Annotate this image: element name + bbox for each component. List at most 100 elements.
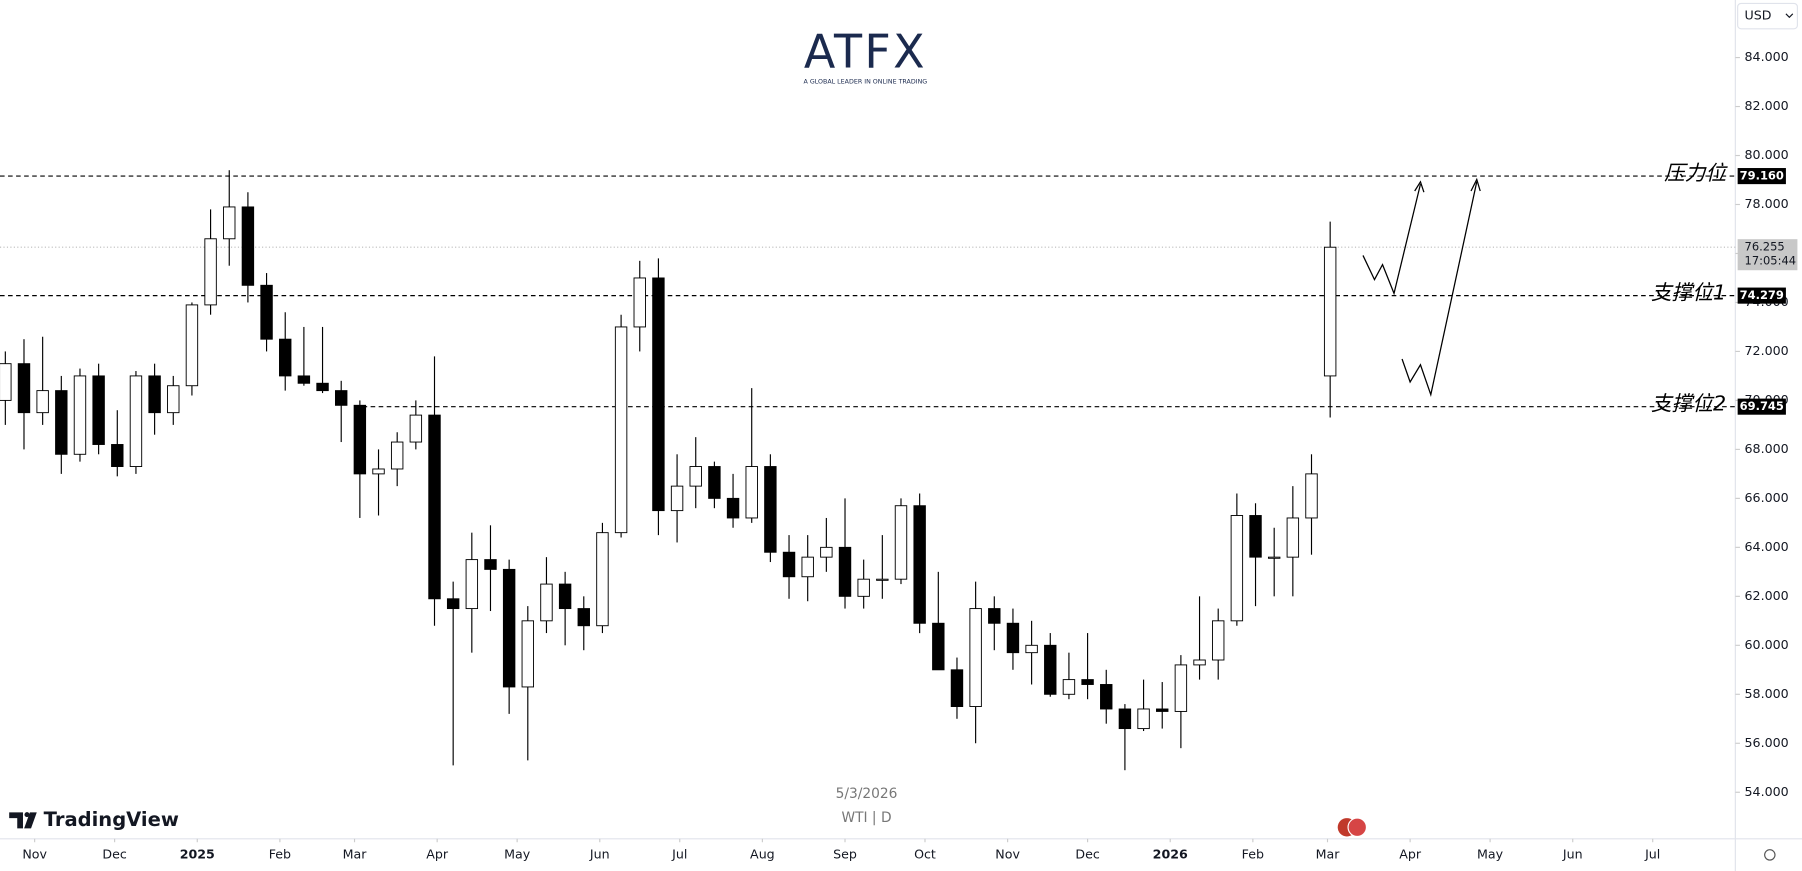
candle-body <box>801 556 814 578</box>
arrow-head <box>1414 180 1425 193</box>
y-tick-label: 68.000 <box>1745 441 1789 456</box>
level-price-box <box>1737 287 1786 304</box>
currency-box[interactable] <box>1737 2 1798 30</box>
currency[interactable]: USD <box>1745 8 1772 23</box>
level-price: 74.279 <box>1740 288 1784 302</box>
currency-select[interactable]: USD <box>1737 2 1798 30</box>
candle-body <box>932 622 945 671</box>
candle-body <box>820 546 833 558</box>
settings-icon[interactable] <box>1764 849 1776 861</box>
last-price: 76.255 <box>1745 240 1785 254</box>
candle-body <box>502 568 516 688</box>
x-tick-label: Apr <box>426 846 449 861</box>
candle-body <box>708 466 721 499</box>
y-tick-label: 84.000 <box>1745 49 1789 64</box>
candle-body <box>540 583 553 622</box>
x-tick-label: Dec <box>1075 846 1099 861</box>
y-tick-label: 66.000 <box>1745 490 1789 505</box>
candle-body <box>1230 515 1244 622</box>
candle-body <box>297 375 311 384</box>
x-tick-label: Feb <box>1242 846 1264 861</box>
candle-body <box>446 598 460 610</box>
flag-icon <box>1337 817 1368 838</box>
y-tick-label: 58.000 <box>1745 686 1789 701</box>
candle-body <box>55 390 68 455</box>
logo: ATFX A GLOBAL LEADER IN ONLINE TRADING <box>804 25 928 86</box>
candle-body <box>577 608 590 627</box>
candle-body <box>390 441 404 470</box>
x-tick-label: Dec <box>102 846 126 861</box>
candles <box>0 170 1337 771</box>
candle-body <box>129 375 143 467</box>
brand-text: TradingView <box>44 808 179 831</box>
x-tick-label: Nov <box>995 846 1020 861</box>
countdown: 17:05:44 <box>1745 254 1797 268</box>
projection-path <box>1362 183 1422 296</box>
candle-body <box>260 284 273 340</box>
candle-body <box>409 414 423 443</box>
candle-body <box>1062 679 1076 695</box>
candle-body <box>465 559 479 610</box>
candle-body <box>73 375 87 455</box>
candle-body <box>782 551 796 578</box>
date-label: 5/3/2026 <box>836 786 898 802</box>
y-tick-label: 54.000 <box>1745 784 1789 799</box>
x-tick-label: Jul <box>1644 846 1660 861</box>
candle-body <box>111 444 124 467</box>
candle-body <box>428 414 441 600</box>
candle-body <box>334 390 348 406</box>
candle-body <box>1212 620 1225 661</box>
candle-body <box>1044 644 1057 695</box>
y-tick-label: 60.000 <box>1745 637 1789 652</box>
logo-tagline: A GLOBAL LEADER IN ONLINE TRADING <box>804 79 928 86</box>
y-tick-label: 80.000 <box>1745 147 1789 162</box>
level-name: 支撑位2 <box>1651 391 1726 415</box>
candle-body <box>1118 708 1132 730</box>
x-tick-label: Aug <box>750 846 775 861</box>
candle-body <box>185 304 199 387</box>
symbol-label: WTI | D <box>841 810 891 826</box>
x-tick-label: Jul <box>671 846 687 861</box>
candle-body <box>167 385 180 414</box>
level-name: 支撑位1 <box>1651 280 1726 304</box>
x-tick-label: May <box>504 846 531 861</box>
levels <box>0 175 1736 408</box>
tv-icon <box>9 812 37 829</box>
candle-body <box>1174 664 1188 712</box>
candle-body <box>1305 473 1318 519</box>
flag <box>1347 817 1368 838</box>
last-price-box <box>1737 239 1798 271</box>
candle-body <box>950 669 964 707</box>
x-tick-label: Apr <box>1399 846 1422 861</box>
candle-body <box>36 390 49 414</box>
tradingview-logo: TradingView <box>9 808 179 831</box>
candle-body <box>838 546 852 597</box>
candle-body <box>726 497 740 519</box>
candle-body <box>1286 517 1300 558</box>
candle-body <box>92 375 105 445</box>
candle-body <box>204 238 217 306</box>
candle-body <box>1193 659 1206 666</box>
candle-body <box>614 326 628 534</box>
x-tick-label: Feb <box>269 846 291 861</box>
candle-body <box>1025 644 1038 654</box>
candle-body <box>0 363 12 401</box>
x-tick-label: May <box>1477 846 1504 861</box>
candle-body <box>988 608 1001 624</box>
candle-body <box>1267 556 1281 559</box>
candle-body <box>1323 246 1337 377</box>
y-tick-label: 62.000 <box>1745 588 1789 603</box>
candle-body <box>372 468 385 475</box>
x-tick-label: Mar <box>343 846 368 861</box>
candle-body <box>521 620 535 688</box>
candle-body <box>353 404 367 475</box>
candle-body <box>652 277 665 512</box>
candle-body <box>316 382 329 392</box>
candle-body <box>857 578 870 597</box>
candle-body <box>1137 708 1150 730</box>
axis-labels: 54.000 56.000 58.000 60.000 62.000 64.000 66.0… <box>22 49 1798 861</box>
candle-body <box>596 532 609 627</box>
level-price: 79.160 <box>1740 169 1784 183</box>
